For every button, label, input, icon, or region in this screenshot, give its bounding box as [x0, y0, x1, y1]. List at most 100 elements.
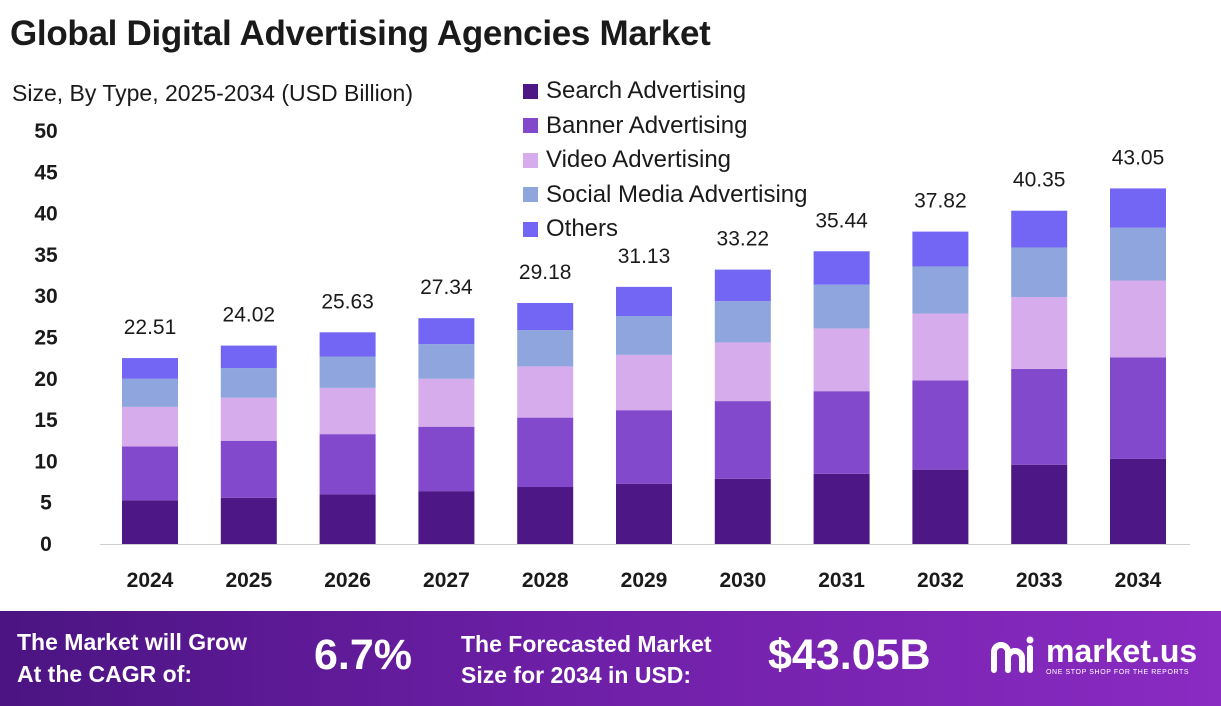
bar-segment	[517, 366, 574, 418]
bar-total-label: 33.22	[717, 228, 770, 251]
brand-logo: market.us ONE STOP SHOP FOR THE REPORTS	[990, 635, 1197, 676]
bar-total-label: 22.51	[124, 316, 177, 339]
y-tick-label: 30	[34, 285, 57, 308]
bar-segment	[319, 434, 376, 495]
bar-total-label: 31.13	[618, 245, 671, 268]
bar-segment	[1110, 458, 1166, 544]
legend-label: Social Media Advertising	[546, 180, 808, 208]
bar-segment	[220, 368, 277, 398]
market-size-label: The Forecasted Market Size for 2034 in U…	[461, 629, 712, 691]
bar-segment	[1110, 188, 1166, 228]
bar-segment	[912, 231, 969, 267]
cagr-label-line2: At the CAGR of:	[17, 661, 193, 687]
x-tick-label: 2032	[917, 569, 964, 592]
legend-label: Banner Advertising	[546, 111, 748, 139]
bar-segment	[616, 354, 672, 411]
footer-banner: The Market will Grow At the CAGR of: 6.7…	[0, 611, 1221, 706]
bar-segment	[122, 378, 178, 407]
bar-segment	[122, 406, 178, 447]
market-size-value: $43.05B	[768, 631, 931, 679]
bar-total-label: 25.63	[321, 290, 374, 313]
bar-segment	[122, 358, 178, 379]
bar-segment	[418, 426, 475, 492]
bar-segment	[220, 397, 277, 441]
bar-segment	[1011, 368, 1068, 465]
bar-total-label: 40.35	[1013, 169, 1066, 192]
y-tick-label: 20	[34, 368, 57, 391]
legend-item: Video Advertising	[523, 143, 807, 178]
x-tick-label: 2028	[522, 569, 569, 592]
bar-segment	[418, 344, 475, 379]
bar-segment	[122, 500, 178, 544]
bar-segment	[912, 469, 969, 544]
stacked-bar-chart: 0510152025303540455022.51202424.02202525…	[34, 120, 1190, 592]
bar-segment	[319, 356, 376, 388]
x-tick-label: 2025	[225, 569, 272, 592]
bar-segment	[1011, 464, 1068, 544]
brand-tagline: ONE STOP SHOP FOR THE REPORTS	[1046, 669, 1190, 676]
bar-segment	[714, 478, 771, 544]
market-size-label-line1: The Forecasted Market	[461, 631, 712, 657]
cagr-label: The Market will Grow At the CAGR of:	[17, 626, 247, 690]
bar-segment	[616, 286, 672, 317]
bar-segment	[714, 342, 771, 402]
chart-legend: Search Advertising Banner Advertising Vide…	[523, 74, 807, 247]
bar-segment	[813, 251, 870, 285]
cagr-label-line1: The Market will Grow	[17, 629, 248, 655]
x-tick-label: 2034	[1115, 569, 1162, 592]
bar-segment	[1110, 280, 1166, 358]
bar-segment	[813, 391, 870, 474]
bar-segment	[319, 332, 376, 357]
bar-segment	[220, 497, 277, 544]
bar-segment	[616, 316, 672, 355]
legend-item: Others	[523, 212, 807, 247]
bar-segment	[1011, 247, 1068, 298]
bar-segment	[517, 487, 574, 544]
y-tick-label: 40	[34, 203, 57, 226]
y-tick-label: 5	[40, 492, 52, 515]
bar-total-label: 27.34	[420, 276, 473, 299]
y-tick-label: 35	[34, 244, 58, 267]
legend-item: Social Media Advertising	[523, 178, 807, 213]
bar-segment	[319, 387, 376, 435]
cagr-value: 6.7%	[314, 631, 413, 679]
bar-segment	[912, 380, 969, 470]
legend-label: Search Advertising	[546, 77, 747, 105]
legend-label: Video Advertising	[546, 146, 732, 174]
y-tick-label: 10	[34, 450, 57, 473]
legend-item: Search Advertising	[523, 74, 807, 109]
market-us-logo-icon	[991, 636, 1034, 673]
bar-segment	[220, 345, 277, 369]
bar-segment	[714, 401, 771, 479]
legend-swatch	[523, 221, 538, 237]
y-tick-label: 50	[34, 120, 57, 143]
market-size-label-line2: Size for 2034 in USD:	[461, 662, 692, 688]
bar-segment	[813, 284, 870, 329]
chart-title: Global Digital Advertising Agencies Mark…	[10, 14, 711, 53]
y-tick-label: 15	[34, 409, 58, 432]
bar-segment	[1110, 227, 1166, 281]
bar-segment	[616, 410, 672, 484]
bar-segment	[1011, 210, 1068, 248]
bar-segment	[122, 446, 178, 501]
bar-total-label: 43.05	[1112, 146, 1165, 169]
legend-item: Banner Advertising	[523, 109, 807, 144]
bar-segment	[517, 417, 574, 488]
x-tick-label: 2024	[127, 569, 174, 592]
bar-segment	[1110, 357, 1166, 459]
x-tick-label: 2029	[621, 569, 668, 592]
bar-total-label: 24.02	[223, 304, 276, 327]
bar-segment	[517, 330, 574, 367]
x-tick-label: 2033	[1016, 569, 1063, 592]
bar-segment	[418, 318, 475, 345]
y-tick-label: 0	[40, 533, 52, 556]
bar-segment	[813, 328, 870, 392]
legend-swatch	[523, 83, 538, 99]
bar-segment	[912, 266, 969, 314]
legend-swatch	[523, 152, 538, 168]
bar-segment	[714, 301, 771, 343]
legend-swatch	[523, 118, 538, 134]
x-tick-label: 2031	[818, 569, 865, 592]
bar-segment	[418, 491, 475, 544]
